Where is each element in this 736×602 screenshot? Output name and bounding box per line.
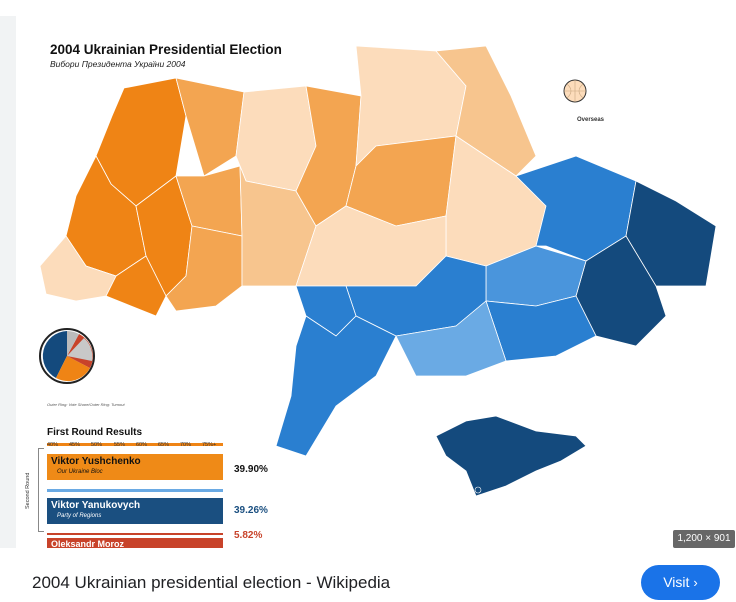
scale-tick: 75%+ <box>202 442 217 448</box>
candidate-yushchenko: Viktor Yushchenko Our Ukraine Bloc <box>47 454 223 480</box>
candidate-name: Oleksandr Moroz <box>51 539 125 548</box>
ukraine-election-map <box>39 45 717 535</box>
region-sevastopol <box>474 486 482 494</box>
region-volyn-east <box>175 77 245 177</box>
candidate-party: Our Ukraine Bloc <box>57 469 103 475</box>
region-sumy <box>435 45 537 177</box>
region-zakarpattia <box>39 235 117 302</box>
candidate-percent: 39.90% <box>234 464 268 475</box>
region-odesa-south <box>275 315 397 457</box>
candidate-name: Viktor Yushchenko <box>51 456 141 467</box>
scale-tick: 65% <box>158 442 170 448</box>
candidate-name: Viktor Yanukovych <box>51 500 141 511</box>
overseas-globe-lines <box>564 80 586 102</box>
scale-tick: 55% <box>114 442 126 448</box>
map-title: 2004 Ukrainian Presidential Election <box>50 42 282 57</box>
scale-tick: 70% <box>180 442 192 448</box>
candidate-percent: 39.26% <box>234 505 268 516</box>
result-caption[interactable]: 2004 Ukrainian presidential election - W… <box>32 573 391 592</box>
candidate-moroz: Oleksandr Moroz <box>47 538 223 548</box>
overseas-label: Overseas <box>577 117 605 123</box>
second-round-bracket <box>38 448 44 532</box>
candidate-percent: 5.82% <box>234 530 263 541</box>
pie-slice-grey <box>67 338 93 361</box>
visit-button[interactable]: Visit › <box>641 565 720 600</box>
candidate-yanukovych: Viktor Yanukovych Party of Regions <box>47 498 223 524</box>
yanukovych-scale-strip <box>47 489 223 492</box>
visit-label: Visit <box>663 574 690 590</box>
image-preview[interactable]: 2004 Ukrainian Presidential Election Виб… <box>16 16 736 548</box>
scale-tick: 50% <box>91 442 103 448</box>
pie-slice-yushchenko <box>56 356 90 382</box>
scale-tick: 60% <box>136 442 148 448</box>
candidate-party: Party of Regions <box>57 513 102 519</box>
region-crimea <box>435 415 587 497</box>
preview-left-strip <box>0 16 16 548</box>
yushchenko-scale-strip <box>47 443 223 446</box>
scale-tick: 40% <box>47 442 59 448</box>
chevron-right-icon: › <box>693 575 698 590</box>
scale-tick: 45% <box>69 442 81 448</box>
map-subtitle: Вибори Президента України 2004 <box>50 59 186 69</box>
dimensions-badge: 1,200 × 901 <box>673 530 735 548</box>
pie-slice-others <box>67 330 79 356</box>
second-round-label: Second Round <box>25 472 31 510</box>
scale-ticks: 40% 45% 50% 55% 60% 65% 70% 75%+ <box>47 442 223 452</box>
moroz-scale-strip <box>47 533 223 535</box>
pie-slice-yanukovych <box>42 331 67 378</box>
first-round-title: First Round Results <box>47 427 143 438</box>
pie-caption: Outer Ring: Vote Share/Outer Ring: Turno… <box>47 402 125 407</box>
